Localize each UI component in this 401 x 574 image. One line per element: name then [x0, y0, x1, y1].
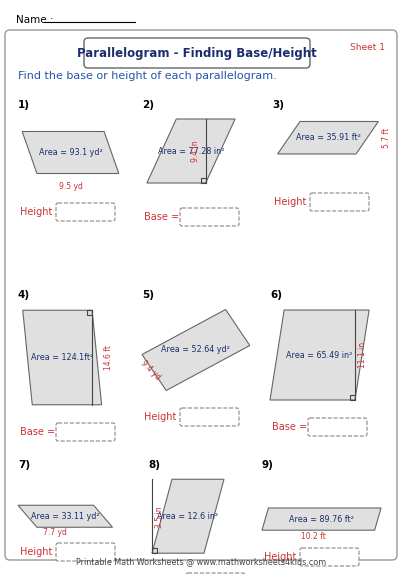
FancyBboxPatch shape: [180, 408, 239, 426]
Text: Area = 65.49 in²: Area = 65.49 in²: [286, 351, 352, 359]
Polygon shape: [142, 309, 249, 390]
Text: 2): 2): [142, 100, 154, 110]
Text: Find the base or height of each parallelogram.: Find the base or height of each parallel…: [18, 71, 276, 81]
FancyBboxPatch shape: [186, 573, 244, 574]
Text: Height =: Height =: [273, 197, 317, 207]
Text: 8): 8): [148, 460, 160, 470]
Text: Area = 77.28 in²: Area = 77.28 in²: [158, 146, 224, 156]
Text: Height =: Height =: [20, 547, 63, 557]
Polygon shape: [152, 479, 223, 553]
Text: Height =: Height =: [20, 207, 63, 217]
Text: 6): 6): [269, 290, 281, 300]
Polygon shape: [269, 310, 368, 400]
Text: 9): 9): [261, 460, 273, 470]
FancyBboxPatch shape: [5, 30, 396, 560]
Text: Printable Math Worksheets @ www.mathworksheets4kids.com: Printable Math Worksheets @ www.mathwork…: [76, 557, 325, 567]
Text: 3): 3): [271, 100, 283, 110]
Text: Height =: Height =: [263, 552, 307, 562]
Text: 14.6 ft: 14.6 ft: [103, 345, 112, 370]
Polygon shape: [277, 122, 377, 154]
Text: 4): 4): [18, 290, 30, 300]
Text: Base =: Base =: [20, 427, 55, 437]
Text: Area = 12.6 in²: Area = 12.6 in²: [157, 512, 218, 521]
FancyBboxPatch shape: [299, 548, 358, 566]
Polygon shape: [18, 505, 112, 528]
FancyBboxPatch shape: [56, 423, 115, 441]
Text: Area = 33.11 yd²: Area = 33.11 yd²: [31, 512, 99, 521]
Text: 5): 5): [142, 290, 154, 300]
Text: Sheet 1: Sheet 1: [349, 44, 384, 52]
Text: 1): 1): [18, 100, 30, 110]
Text: 9.4 in: 9.4 in: [191, 140, 200, 162]
Text: Area = 35.91 ft²: Area = 35.91 ft²: [295, 133, 360, 142]
Polygon shape: [261, 508, 380, 530]
Text: Parallelogram - Finding Base/Height: Parallelogram - Finding Base/Height: [77, 48, 316, 60]
Text: 3.5 in: 3.5 in: [155, 507, 164, 528]
Text: Name :: Name :: [16, 15, 53, 25]
Text: 9.4 yd: 9.4 yd: [139, 358, 162, 382]
Text: Area = 89.76 ft²: Area = 89.76 ft²: [288, 515, 353, 523]
Polygon shape: [23, 311, 101, 405]
Polygon shape: [22, 131, 119, 173]
FancyBboxPatch shape: [56, 543, 115, 561]
FancyBboxPatch shape: [84, 38, 309, 68]
Text: Area = 52.64 yd²: Area = 52.64 yd²: [161, 346, 230, 355]
Text: 9.5 yd: 9.5 yd: [59, 182, 82, 191]
Text: 5.7 ft: 5.7 ft: [381, 127, 390, 148]
Text: 7.7 yd: 7.7 yd: [43, 528, 67, 537]
Text: Area = 93.1 yd²: Area = 93.1 yd²: [38, 148, 102, 157]
Text: 11.1 in: 11.1 in: [356, 342, 366, 368]
Text: Base =: Base =: [144, 212, 179, 222]
FancyBboxPatch shape: [180, 208, 239, 226]
Text: Height =: Height =: [144, 412, 187, 422]
FancyBboxPatch shape: [56, 203, 115, 221]
Text: Area = 124.1ft²: Area = 124.1ft²: [31, 353, 93, 362]
Polygon shape: [146, 119, 235, 183]
Text: Base =: Base =: [271, 422, 306, 432]
Text: 7): 7): [18, 460, 30, 470]
FancyBboxPatch shape: [307, 418, 366, 436]
Text: 10.2 ft: 10.2 ft: [300, 532, 325, 541]
FancyBboxPatch shape: [309, 193, 368, 211]
